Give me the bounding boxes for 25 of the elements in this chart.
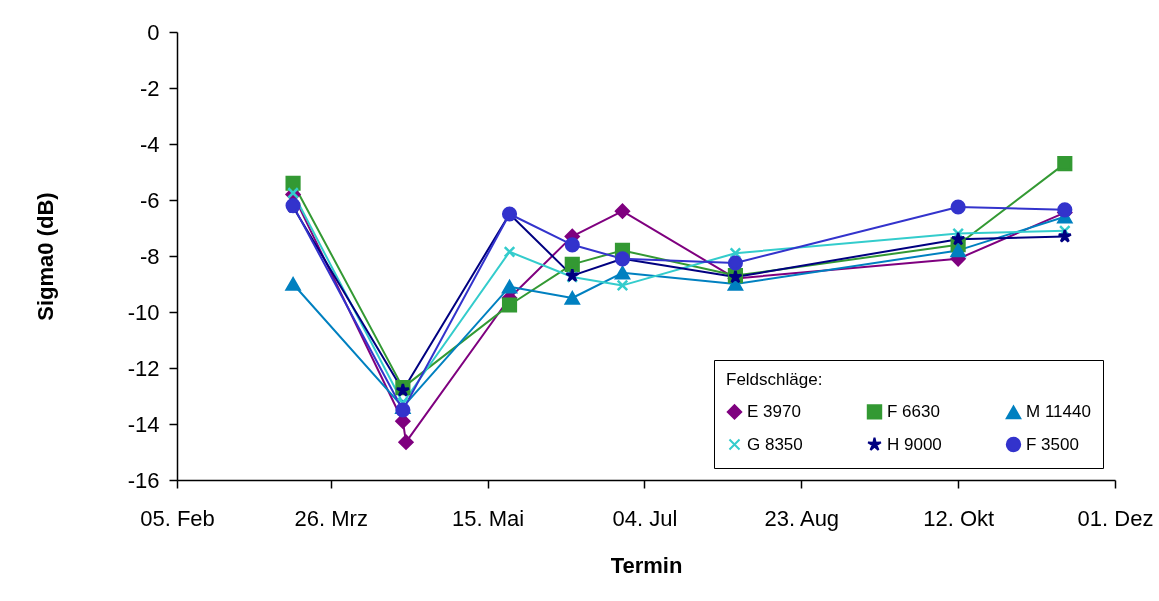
x-tick-label: 01. Dez bbox=[1077, 505, 1154, 531]
y-tick-label: -2 bbox=[139, 75, 160, 101]
y-tick-label: -14 bbox=[127, 411, 160, 437]
x-tick-label: 05. Feb bbox=[140, 505, 215, 531]
legend-label: F 3500 bbox=[1026, 434, 1079, 454]
x-axis-title: Termin bbox=[610, 552, 683, 578]
legend-label: M 11440 bbox=[1026, 402, 1091, 422]
x-tick-label: 26. Mrz bbox=[294, 505, 368, 531]
y-axis-title: Sigma0 (dB) bbox=[32, 192, 58, 321]
x-tick-label: 04. Jul bbox=[612, 505, 678, 531]
x-tick-label: 15. Mai bbox=[452, 505, 525, 531]
y-tick-label: -4 bbox=[139, 131, 160, 157]
legend-label: H 9000 bbox=[887, 434, 942, 454]
x-tick-label: 23. Aug bbox=[764, 505, 840, 531]
y-tick-label: -16 bbox=[127, 467, 160, 493]
x-tick-label: 12. Okt bbox=[923, 505, 995, 531]
y-tick-label: -6 bbox=[139, 187, 160, 213]
y-tick-label: -10 bbox=[127, 299, 160, 325]
legend-label: F 6630 bbox=[887, 401, 940, 421]
y-tick-label: -12 bbox=[127, 355, 160, 381]
y-tick-label: -8 bbox=[139, 243, 160, 269]
legend-label: G 8350 bbox=[747, 434, 803, 454]
legend-title: Feldschläge: bbox=[726, 370, 823, 389]
legend-label: E 3970 bbox=[747, 401, 801, 421]
y-tick-label: 0 bbox=[147, 19, 160, 45]
